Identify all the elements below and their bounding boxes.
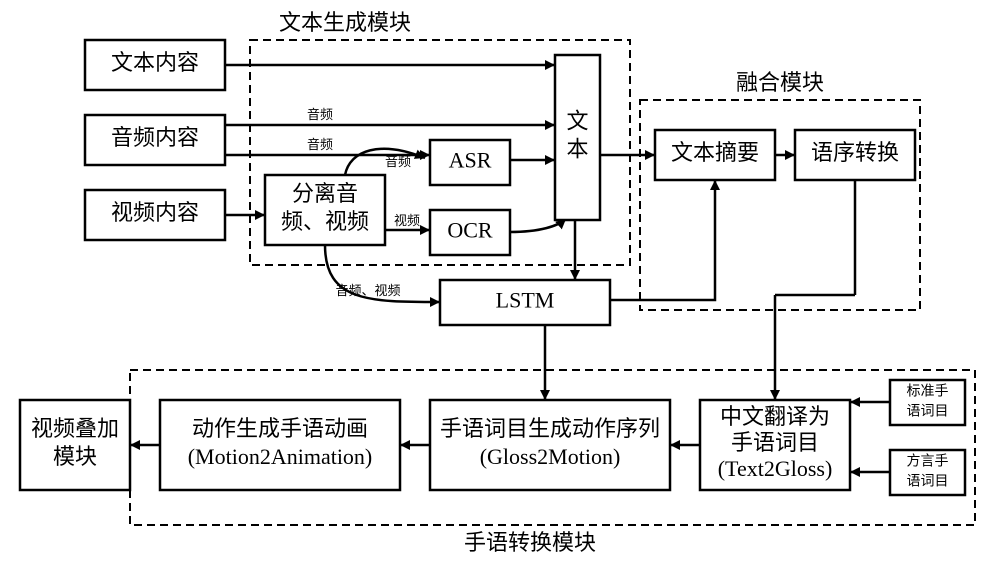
svg-text:ASR: ASR	[449, 148, 492, 173]
svg-text:动作生成手语动画: 动作生成手语动画	[192, 416, 368, 441]
svg-text:手语词目生成动作序列: 手语词目生成动作序列	[440, 416, 660, 441]
svg-text:文本内容: 文本内容	[111, 50, 199, 75]
svg-text:OCR: OCR	[447, 218, 493, 243]
svg-text:中文翻译为: 中文翻译为	[720, 404, 830, 429]
node-video_input: 视频内容	[85, 190, 225, 240]
svg-text:标准手: 标准手	[907, 384, 949, 400]
svg-text:视频: 视频	[394, 213, 420, 228]
node-text_summary: 文本摘要	[655, 130, 775, 180]
svg-text:模块: 模块	[53, 444, 97, 469]
svg-text:音频: 音频	[307, 107, 333, 122]
module-textgen-title: 文本生成模块	[279, 10, 411, 35]
node-asr: ASR	[430, 140, 510, 185]
node-ocr: OCR	[430, 210, 510, 255]
svg-text:文: 文	[566, 109, 588, 134]
svg-text:(Text2Gloss): (Text2Gloss)	[718, 456, 833, 481]
svg-text:(Motion2Animation): (Motion2Animation)	[188, 444, 373, 469]
svg-text:(Gloss2Motion): (Gloss2Motion)	[480, 444, 621, 469]
svg-text:音频内容: 音频内容	[111, 125, 199, 150]
svg-text:音频、视频: 音频、视频	[335, 283, 400, 298]
node-std_gloss: 标准手语词目	[890, 380, 965, 425]
svg-text:LSTM: LSTM	[496, 288, 555, 313]
svg-text:方言手: 方言手	[907, 454, 949, 470]
node-gloss2motion: 手语词目生成动作序列 (Gloss2Motion)	[430, 400, 670, 490]
node-splitter: 分离音频、视频	[265, 175, 385, 245]
svg-text:音频: 音频	[385, 154, 411, 169]
svg-text:文本摘要: 文本摘要	[671, 140, 759, 165]
node-dial_gloss: 方言手语词目	[890, 450, 965, 495]
node-motion2anim: 动作生成手语动画 (Motion2Animation)	[160, 400, 400, 490]
svg-text:语词目: 语词目	[907, 474, 949, 490]
svg-text:语序转换: 语序转换	[811, 140, 899, 165]
svg-text:音频: 音频	[307, 137, 333, 152]
svg-text:视频叠加: 视频叠加	[31, 416, 119, 441]
node-lstm: LSTM	[440, 280, 610, 325]
node-audio_input: 音频内容	[85, 115, 225, 165]
node-text2gloss: 中文翻译为手语词目(Text2Gloss)	[700, 400, 850, 490]
svg-text:频、视频: 频、视频	[281, 209, 369, 234]
svg-text:语词目: 语词目	[907, 404, 949, 420]
svg-text:本: 本	[566, 137, 588, 162]
svg-text:手语词目: 手语词目	[731, 430, 819, 455]
module-fusion-title: 融合模块	[736, 70, 824, 95]
node-text_input: 文本内容	[85, 40, 225, 90]
node-word_order: 语序转换	[795, 130, 915, 180]
module-signconv-title: 手语转换模块	[464, 530, 596, 555]
svg-text:分离音: 分离音	[292, 181, 358, 206]
node-video_overlay: 视频叠加模块	[20, 400, 130, 490]
svg-text:视频内容: 视频内容	[111, 200, 199, 225]
node-text_node: 文本	[555, 55, 600, 220]
